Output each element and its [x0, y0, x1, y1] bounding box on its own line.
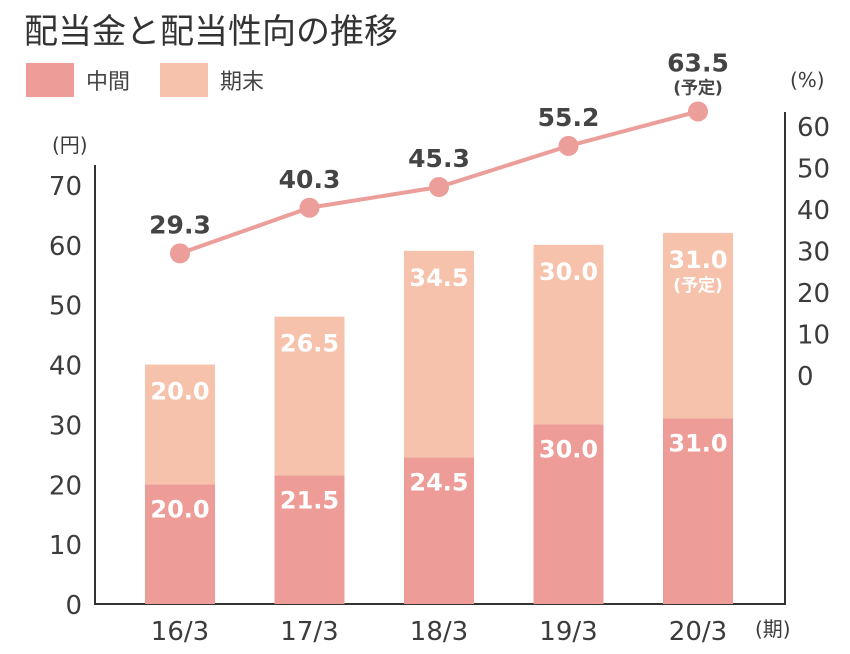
left-tick-label: 30: [49, 411, 82, 441]
x-tick-label: 20/3: [669, 617, 727, 647]
bar-interim: [404, 457, 474, 604]
bar-final-note: (予定): [673, 275, 723, 296]
legend-item-interim: 中間: [26, 63, 130, 97]
right-axis-unit: (%): [790, 68, 825, 92]
x-tick-label: 16/3: [151, 617, 209, 647]
bar-final-label: 26.5: [280, 330, 339, 358]
x-tick-label: 19/3: [539, 617, 597, 647]
legend-item-final: 期末: [160, 63, 264, 97]
payout-ratio-label: 55.2: [538, 103, 600, 132]
payout-ratio-label: 29.3: [149, 210, 211, 239]
payout-ratio-label: 40.3: [279, 165, 341, 194]
payout-ratio-point: [299, 197, 320, 218]
bar-interim-label: 21.5: [280, 486, 339, 514]
bar-final: [274, 316, 345, 476]
bar-interim: [274, 475, 345, 604]
right-tick-label: 50: [797, 155, 830, 185]
legend-swatch-final: [160, 63, 209, 97]
left-tick-label: 0: [65, 591, 82, 621]
left-tick-label: 40: [49, 352, 82, 382]
legend-label-interim: 中間: [86, 70, 131, 95]
right-tick-label: 30: [797, 238, 830, 268]
bar-final-label: 30.0: [539, 258, 598, 286]
left-tick-label: 50: [49, 292, 82, 322]
legend-label-final: 期末: [220, 70, 265, 95]
payout-ratio-label: 63.5: [667, 48, 729, 77]
left-tick-label: 70: [49, 172, 82, 202]
bar-final: [145, 364, 215, 485]
right-tick-label: 10: [797, 321, 830, 351]
bar-interim-label: 30.0: [539, 435, 598, 463]
bar-final-label: 31.0: [668, 246, 727, 274]
right-tick-label: 20: [797, 279, 830, 309]
bar-final-label: 34.5: [409, 264, 468, 292]
left-tick-label: 20: [49, 471, 82, 501]
right-tick-label: 0: [797, 362, 814, 392]
payout-ratio-label: 45.3: [408, 144, 470, 173]
bar-interim: [145, 484, 215, 604]
payout-ratio-point: [688, 101, 708, 122]
payout-ratio-note: (予定): [673, 77, 723, 98]
bar-final: [404, 250, 474, 458]
bar-interim: [663, 418, 733, 604]
payout-ratio-point: [558, 135, 579, 156]
x-axis-unit: (期): [755, 617, 791, 641]
right-tick-label: 60: [797, 113, 830, 143]
bar-interim-label: 24.5: [409, 468, 468, 496]
left-axis-unit: (円): [52, 133, 88, 157]
chart-title: 配当金と配当性向の推移: [24, 12, 398, 52]
bar-interim: [533, 424, 604, 604]
payout-ratio-point: [429, 177, 449, 198]
bar-interim-label: 31.0: [668, 429, 727, 457]
bar-interim-label: 20.0: [150, 495, 209, 523]
x-tick-label: 17/3: [280, 617, 338, 647]
left-tick-label: 60: [49, 232, 82, 262]
bar-final: [663, 232, 733, 419]
payout-ratio-point: [170, 243, 190, 264]
bar-final: [533, 244, 604, 425]
legend: 中間 期末: [26, 62, 294, 98]
right-tick-label: 40: [797, 196, 830, 226]
legend-swatch-interim: [26, 63, 74, 97]
bar-final-label: 20.0: [150, 378, 209, 406]
x-tick-label: 18/3: [410, 617, 468, 647]
left-tick-label: 10: [49, 531, 82, 561]
